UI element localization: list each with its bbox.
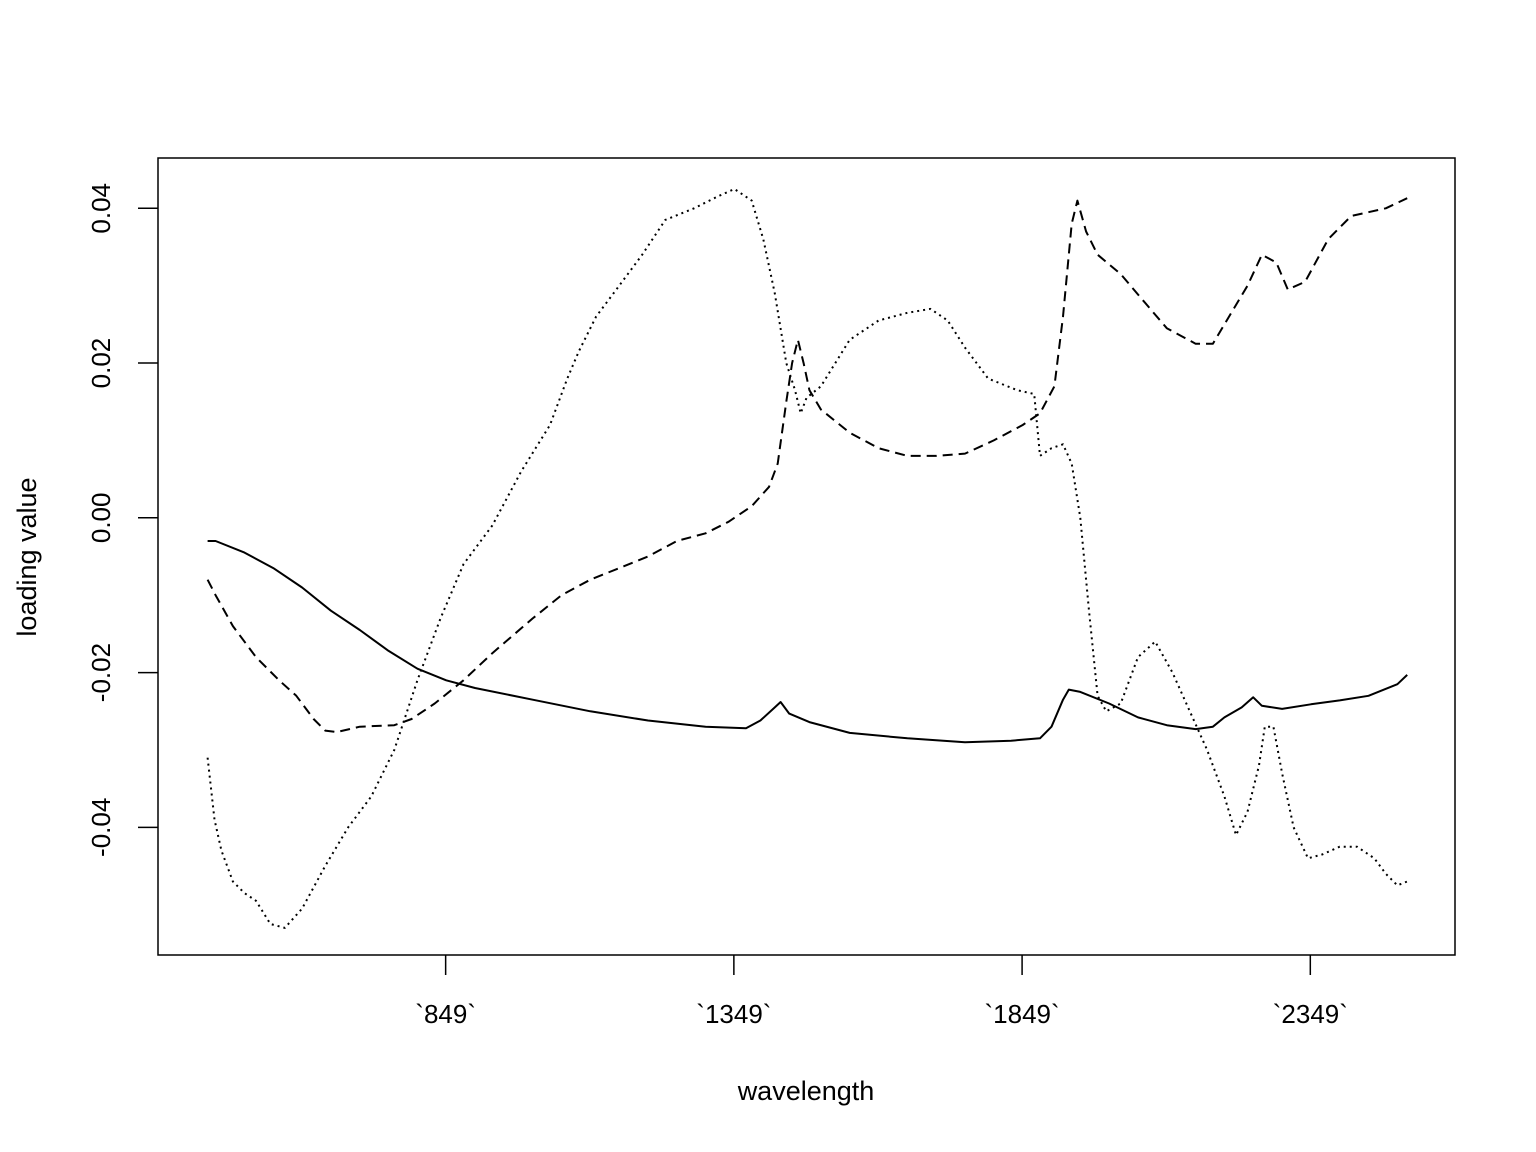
plot-frame xyxy=(157,157,1456,956)
y-tick-label: 0.00 xyxy=(86,493,116,544)
x-axis-title: wavelength xyxy=(737,1076,875,1106)
y-tick-label: -0.04 xyxy=(86,798,116,857)
y-axis: -0.04 -0.02 0.00 0.02 0.04 xyxy=(86,183,158,857)
x-axis: `849` `1349` `1849` `2349` xyxy=(415,955,1348,1029)
y-axis-title: loading value xyxy=(12,477,42,636)
x-tick-label: `1349` xyxy=(696,999,771,1029)
y-tick-label: 0.04 xyxy=(86,183,116,234)
x-tick-label: `2349` xyxy=(1273,999,1348,1029)
y-tick-label: 0.02 xyxy=(86,338,116,389)
x-tick-label: `849` xyxy=(415,999,476,1029)
series-line-2-dashed xyxy=(206,197,1408,734)
series-layer xyxy=(206,188,1408,929)
series-line-1-solid xyxy=(207,540,1408,744)
x-tick-label: `1849` xyxy=(985,999,1060,1029)
y-tick-label: -0.02 xyxy=(86,643,116,702)
series-line-3-dotted xyxy=(206,188,1408,929)
